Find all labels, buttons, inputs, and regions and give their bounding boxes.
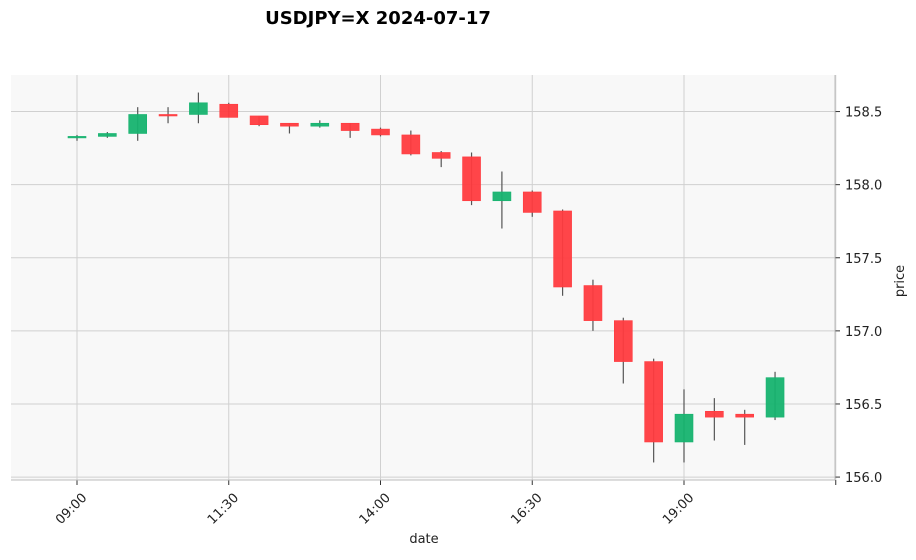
candle-body: [492, 191, 512, 202]
x-tick-label: 16:30: [508, 491, 545, 528]
candle: [128, 107, 147, 141]
candle: [583, 279, 603, 331]
candle: [613, 317, 633, 384]
candle: [705, 398, 724, 441]
candle: [765, 371, 785, 421]
candle-body: [431, 152, 451, 159]
candle: [98, 132, 117, 138]
y-tick-label: 156.0: [845, 471, 882, 486]
candle: [249, 115, 269, 127]
candle: [67, 134, 87, 141]
candle: [280, 122, 299, 134]
candle-body: [401, 134, 421, 155]
candle: [310, 120, 330, 128]
candle: [219, 102, 239, 118]
candle-body: [553, 210, 572, 288]
candle: [431, 151, 451, 168]
candle: [462, 152, 481, 206]
y-tick-label: 156.5: [845, 398, 882, 413]
y-tick-label: 158.0: [845, 179, 882, 194]
candle-body: [583, 285, 603, 321]
candle-body: [67, 136, 87, 139]
candle: [492, 171, 512, 229]
x-tick-label: 19:00: [660, 491, 697, 528]
candle-body: [735, 413, 755, 418]
candle: [522, 190, 542, 217]
candle: [674, 389, 694, 463]
chart-title: USDJPY=X 2024-07-17: [265, 8, 491, 29]
candle: [553, 209, 572, 296]
candle: [401, 130, 421, 156]
x-axis-label: date: [409, 532, 438, 547]
candle: [735, 409, 755, 445]
x-tick-label: 11:30: [205, 491, 242, 528]
candle: [158, 107, 178, 124]
candle-body: [98, 133, 117, 137]
candle-body: [128, 114, 147, 134]
y-tick-label: 157.0: [845, 325, 882, 340]
candle-body: [613, 320, 633, 362]
x-tick-label: 14:00: [357, 491, 394, 528]
candle-body: [189, 102, 208, 115]
candle-body: [522, 191, 542, 213]
candle-body: [705, 410, 724, 418]
candle-body: [280, 122, 299, 127]
candle: [644, 358, 663, 463]
y-axis-label: price: [893, 265, 908, 297]
candle-body: [158, 114, 178, 117]
candle: [340, 122, 360, 138]
candles: [67, 92, 785, 463]
y-tick-label: 158.5: [845, 106, 882, 121]
candle-body: [371, 128, 390, 136]
candle-body: [310, 122, 330, 127]
candle-body: [765, 377, 785, 418]
grid-lines: [11, 75, 837, 480]
candle: [189, 92, 208, 124]
candle: [371, 127, 390, 137]
candle-body: [674, 413, 694, 443]
plot-area: [11, 75, 835, 480]
candle-body: [340, 122, 360, 131]
candle-body: [644, 361, 663, 443]
candle-body: [462, 156, 481, 202]
candle-body: [249, 115, 269, 126]
y-tick-label: 157.5: [845, 252, 882, 267]
candle-body: [219, 103, 239, 118]
x-tick-label: 09:00: [53, 491, 90, 528]
